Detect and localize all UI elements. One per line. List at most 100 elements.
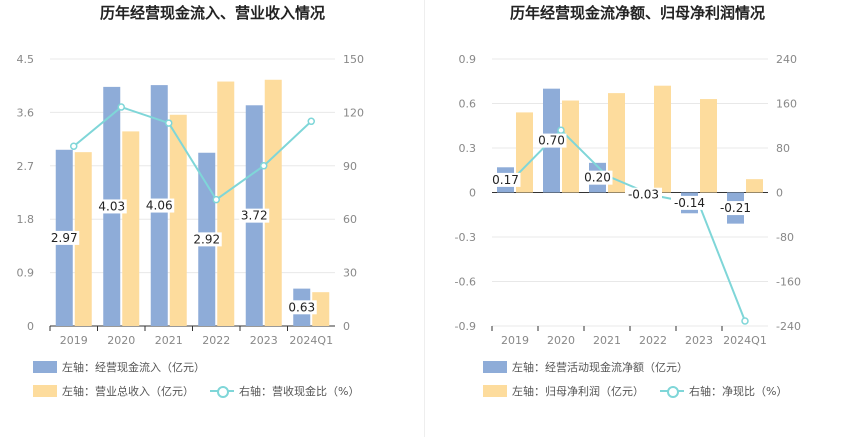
left-left-tick-label: 0.9: [17, 267, 35, 280]
left-legend-item-inflow[interactable]: 左轴：经营现金流入（亿元）: [33, 359, 205, 375]
legend-label: 左轴：营业总收入（亿元）: [62, 385, 194, 398]
right-data-label-bg: [490, 172, 521, 187]
right-data-label-bg: [717, 201, 754, 216]
right-legend-item-ratio[interactable]: 右轴：净现比（%）: [660, 383, 787, 399]
left-right-tick-label: 60: [343, 213, 357, 226]
right-ratio-point: [557, 126, 565, 134]
right-right-tick-label: -80: [776, 231, 794, 244]
right-data-label: 0.17: [492, 173, 519, 187]
legend-swatch-orange: [483, 385, 507, 397]
right-category-label: 2022: [639, 334, 667, 347]
right-left-tick-label: 0.9: [459, 53, 477, 66]
legend-line-marker-icon: [660, 385, 684, 398]
legend-label: 左轴：归母净利润（亿元）: [512, 385, 644, 398]
left-chart: 0 0 0.9 30 1.8 60 2.7 90 3.6 120 4.5 150 2019 2020 202…: [17, 53, 365, 347]
left-ratio-point: [307, 117, 315, 126]
left-data-label-bg: [191, 232, 222, 247]
left-left-tick-label: 0: [27, 320, 34, 333]
left-data-label: 2.97: [51, 231, 78, 245]
right-data-label: 0.20: [584, 171, 611, 185]
left-data-label-bg: [49, 230, 80, 245]
left-ratio-point: [212, 195, 220, 204]
right-category-label: 2021: [593, 334, 621, 347]
right-legend-row-2: 左轴：归母净利润（亿元） 右轴：净现比（%）: [483, 383, 803, 399]
left-data-label: 0.63: [288, 300, 315, 314]
left-data-label: 4.06: [146, 199, 173, 213]
right-data-label: -0.14: [674, 196, 705, 210]
left-category-label: 2021: [155, 334, 183, 347]
panel-divider: [424, 0, 425, 437]
right-legend-item-profit[interactable]: 左轴：归母净利润（亿元）: [483, 383, 644, 399]
right-right-tick-label: -240: [776, 320, 801, 333]
legend-label: 左轴：经营现金流入（亿元）: [62, 361, 205, 374]
legend-line-marker-icon: [210, 385, 234, 398]
right-legend-row-1: 左轴：经营活动现金流净额（亿元）: [483, 359, 704, 375]
right-data-label: 0.70: [538, 134, 565, 148]
left-chart-panel: 历年经营现金流入、营业收入情况 0 0 0.9 30 1.8 60 2.7 90 3.6 120 4…: [17, 4, 375, 399]
right-data-label-bg: [536, 133, 567, 148]
left-bar-series2: [217, 81, 235, 327]
left-bar-series2: [264, 79, 282, 327]
right-data-label-bg: [671, 195, 708, 210]
legend-swatch-blue: [33, 361, 57, 373]
right-category-label: 2020: [547, 334, 575, 347]
left-bar-series2: [169, 114, 187, 326]
left-data-label-bg: [144, 198, 175, 213]
left-left-tick-label: 1.8: [17, 213, 35, 226]
left-data-label-bg: [286, 300, 317, 315]
right-chart: -0.9 -240 -0.6 -160 -0.3 -80 0 0 0.3 80 0.6 160 0.9 2…: [455, 53, 801, 347]
right-data-label-bg: [582, 170, 613, 185]
right-ratio-point: [741, 317, 749, 325]
right-right-tick-label: 160: [776, 98, 797, 111]
left-left-tick-label: 4.5: [17, 53, 35, 66]
left-legend-item-ratio[interactable]: 右轴：营收现金比（%）: [210, 383, 359, 399]
left-ratio-point: [70, 142, 78, 150]
left-category-label: 2019: [60, 334, 88, 347]
left-legend-row-1: 左轴：经营现金流入（亿元）: [33, 359, 221, 375]
right-category-label: 2019: [501, 334, 529, 347]
left-right-tick-label: 90: [343, 160, 357, 173]
left-category-label: 2020: [107, 334, 135, 347]
right-chart-panel: 历年经营现金流净额、归母净利润情况 -0.9 -240 -0.6 -160 -0.3 -8…: [425, 0, 850, 437]
left-right-tick-label: 120: [343, 106, 364, 119]
left-left-tick-label: 2.7: [17, 160, 35, 173]
right-right-tick-label: 80: [776, 142, 790, 155]
legend-swatch-blue: [483, 361, 507, 373]
left-data-label: 4.03: [98, 199, 125, 213]
right-left-tick-label: 0.6: [459, 98, 477, 111]
legend-label: 右轴：营收现金比（%）: [239, 385, 360, 398]
right-left-tick-label: -0.3: [455, 231, 476, 244]
left-right-tick-label: 30: [343, 267, 357, 280]
right-bar-series2: [746, 179, 763, 193]
left-right-tick-label: 150: [343, 53, 364, 66]
right-data-label-bg: [625, 187, 662, 202]
left-data-label-bg: [96, 199, 127, 214]
right-bar-series2: [562, 100, 579, 193]
left-ratio-point: [117, 103, 125, 111]
left-data-label: 3.72: [241, 209, 268, 223]
left-bar-series2: [122, 131, 140, 326]
right-chart-title: 历年经营现金流净额、归母净利润情况: [509, 4, 765, 22]
right-category-label: 2023: [685, 334, 713, 347]
right-left-tick-label: 0.3: [459, 142, 477, 155]
right-data-label: -0.21: [720, 201, 751, 215]
right-left-tick-label: -0.9: [455, 320, 476, 333]
left-bar-series2: [74, 152, 92, 326]
right-left-tick-label: -0.6: [455, 276, 476, 289]
legend-label: 右轴：净现比（%）: [689, 385, 788, 398]
left-category-label: 2022: [202, 334, 230, 347]
left-right-tick-label: 0: [343, 320, 350, 333]
left-category-label: 2023: [250, 334, 278, 347]
left-legend-row-2: 左轴：营业总收入（亿元） 右轴：营收现金比（%）: [33, 383, 375, 399]
right-bar-series2: [608, 93, 625, 193]
left-legend-item-revenue[interactable]: 左轴：营业总收入（亿元）: [33, 383, 194, 399]
right-right-tick-label: 0: [776, 187, 783, 200]
legend-label: 左轴：经营活动现金流净额（亿元）: [512, 361, 688, 374]
right-left-tick-label: 0: [469, 187, 476, 200]
right-right-tick-label: 240: [776, 53, 797, 66]
right-bar-series2: [654, 85, 671, 193]
right-legend-item-netflow[interactable]: 左轴：经营活动现金流净额（亿元）: [483, 359, 688, 375]
left-category-label: 2024Q1: [289, 334, 333, 347]
right-right-tick-label: -160: [776, 276, 801, 289]
left-ratio-line: [73, 105, 312, 202]
